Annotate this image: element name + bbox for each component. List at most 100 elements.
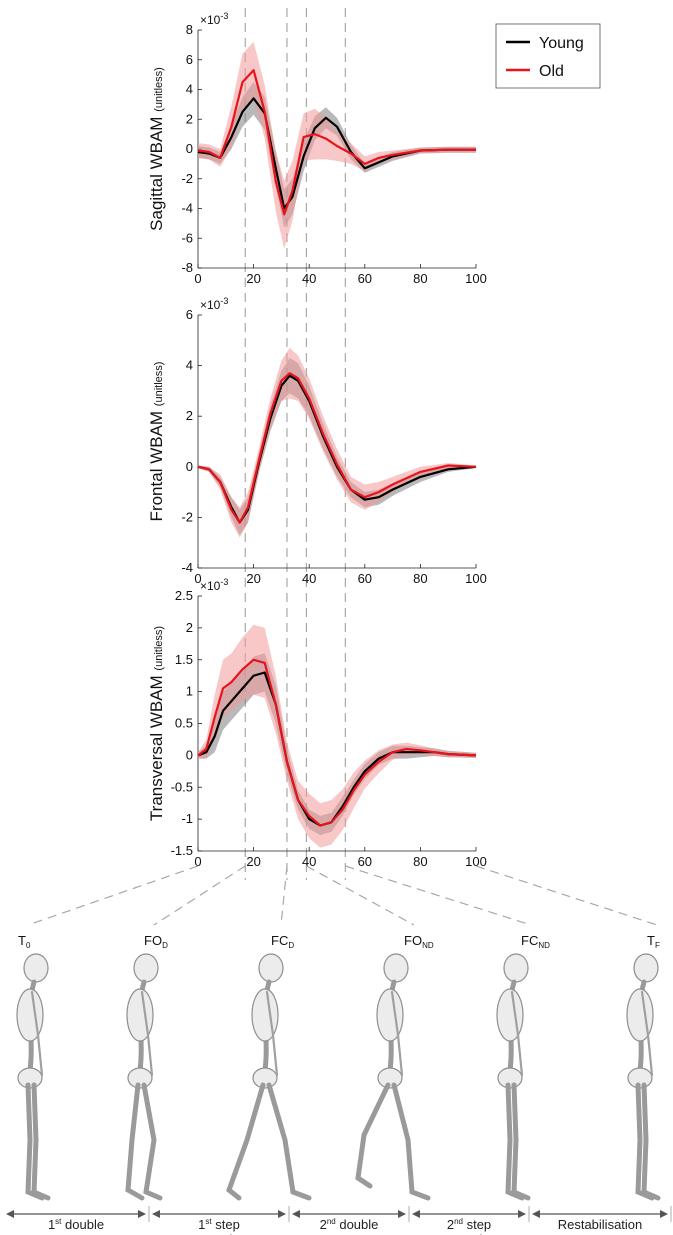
- phase-label: 2nd double: [320, 1217, 379, 1232]
- y-tick-label: -1.5: [171, 843, 193, 858]
- phase-label: Restabilisation: [558, 1217, 643, 1232]
- event-connector: [345, 865, 532, 926]
- legend-young-label: Young: [539, 35, 584, 52]
- phase-arrowhead-right: [398, 1210, 406, 1218]
- phase-label: 1st step: [198, 1217, 240, 1232]
- x-tick-label: 60: [358, 271, 372, 286]
- x-tick-label: 100: [465, 271, 487, 286]
- y-tick-label: -2: [181, 171, 193, 186]
- event-connector: [27, 865, 199, 926]
- skeleton-figure: [125, 953, 163, 1201]
- skeleton-illustrations: [16, 953, 661, 1201]
- phase-label-line2: support: [54, 1232, 98, 1235]
- x-tick-label: 20: [246, 571, 260, 586]
- phase-label: 2nd step: [447, 1217, 491, 1232]
- x-tick-label: 80: [413, 854, 427, 869]
- y-scale-factor: ×10-3: [200, 296, 228, 312]
- y-tick-label: 6: [186, 52, 193, 67]
- y-tick-label: 0: [186, 459, 193, 474]
- x-tick-label: 40: [302, 271, 316, 286]
- event-connector: [475, 865, 658, 926]
- event-label: FCND: [521, 933, 550, 950]
- series-line-young: [197, 671, 477, 827]
- series-band-old: [198, 347, 476, 538]
- y-scale-factor: ×10-3: [200, 577, 228, 593]
- y-tick-label: 1.5: [175, 652, 193, 667]
- skeleton-figure: [16, 953, 51, 1201]
- x-tick-label: 100: [465, 854, 487, 869]
- skeleton-figure: [626, 953, 661, 1201]
- x-tick-label: 80: [413, 271, 427, 286]
- y-tick-label: -8: [181, 260, 193, 275]
- series-line-old: [197, 69, 476, 216]
- legend-old-label: Old: [539, 63, 564, 80]
- event-label: FCD: [271, 933, 294, 950]
- y-tick-label: 2.5: [175, 588, 193, 603]
- y-tick-label: -4: [181, 201, 193, 216]
- transversal-wbam-panel: -1.5 -1 -0.5 0 0.5 1 1.5 2 2.5 0 20 40 60 80 100 ×10-3 T…: [147, 577, 487, 869]
- y-tick-label: -0.5: [171, 779, 193, 794]
- phase-label: 1st double: [48, 1217, 104, 1232]
- event-connector-lines: [27, 865, 658, 926]
- legend-box: [495, 23, 601, 89]
- series-line-old: [197, 658, 477, 827]
- legend: Young Old: [495, 23, 601, 89]
- x-tick-label: 40: [302, 571, 316, 586]
- x-tick-label: 0: [194, 571, 201, 586]
- x-tick-label: 20: [246, 854, 260, 869]
- x-tick-label: 40: [302, 854, 316, 869]
- event-connector: [153, 865, 246, 926]
- gait-phase-arrows: 1st doublesupport1st stepexecution2nd do…: [6, 1206, 672, 1235]
- phase-arrowhead-left: [532, 1210, 540, 1218]
- event-lines: [244, 8, 346, 880]
- x-tick-label: 60: [358, 571, 372, 586]
- phase-label-line2: support: [327, 1232, 371, 1235]
- y-tick-label: 2: [186, 620, 193, 635]
- y-tick-label: -1: [181, 811, 193, 826]
- x-tick-label: 60: [358, 854, 372, 869]
- phase-arrowhead-right: [278, 1210, 286, 1218]
- series-line-old: [197, 372, 477, 524]
- phase-arrowhead-left: [152, 1210, 160, 1218]
- y-tick-label: 2: [186, 408, 193, 423]
- event-label: TF: [647, 933, 660, 950]
- event-labels: T0 FOD FCD FOND FCND TF: [18, 933, 660, 950]
- skeleton-figure: [226, 953, 312, 1201]
- skeleton-figure: [355, 953, 431, 1201]
- skeleton-figure: [496, 953, 531, 1201]
- y-tick-label: -2: [181, 509, 193, 524]
- x-tick-label: 100: [465, 571, 487, 586]
- y-tick-label: 2: [186, 111, 193, 126]
- phase-arrowhead-right: [518, 1210, 526, 1218]
- y-tick-label: 0: [186, 747, 193, 762]
- x-tick-label: 20: [246, 271, 260, 286]
- phase-arrowhead-right: [138, 1210, 146, 1218]
- event-connector: [280, 865, 288, 926]
- y-tick-label: -4: [181, 560, 193, 575]
- y-scale-factor: ×10-3: [200, 11, 228, 27]
- y-axis-label: Sagittal WBAM (unitless): [147, 67, 166, 231]
- phase-arrowhead-left: [412, 1210, 420, 1218]
- y-tick-label: 4: [186, 82, 193, 97]
- y-tick-label: -6: [181, 230, 193, 245]
- event-connector: [306, 865, 415, 926]
- y-tick-label: 6: [186, 307, 193, 322]
- x-tick-label: 80: [413, 571, 427, 586]
- phase-label-line2: execution: [191, 1232, 247, 1235]
- x-tick-label: 0: [194, 271, 201, 286]
- y-axis-label: Frontal WBAM (unitless): [147, 362, 166, 522]
- phase-arrowhead-left: [6, 1210, 14, 1218]
- event-label: T0: [18, 933, 31, 950]
- phase-arrowhead-right: [660, 1210, 668, 1218]
- x-tick-label: 0: [194, 854, 201, 869]
- y-tick-label: 0: [186, 141, 193, 156]
- event-label: FOND: [404, 933, 434, 950]
- phase-label-line2: execution: [441, 1232, 497, 1235]
- y-tick-label: 8: [186, 22, 193, 37]
- phase-arrowhead-left: [292, 1210, 300, 1218]
- y-tick-label: 0.5: [175, 716, 193, 731]
- y-axis-label: Transversal WBAM (unitless): [147, 626, 166, 821]
